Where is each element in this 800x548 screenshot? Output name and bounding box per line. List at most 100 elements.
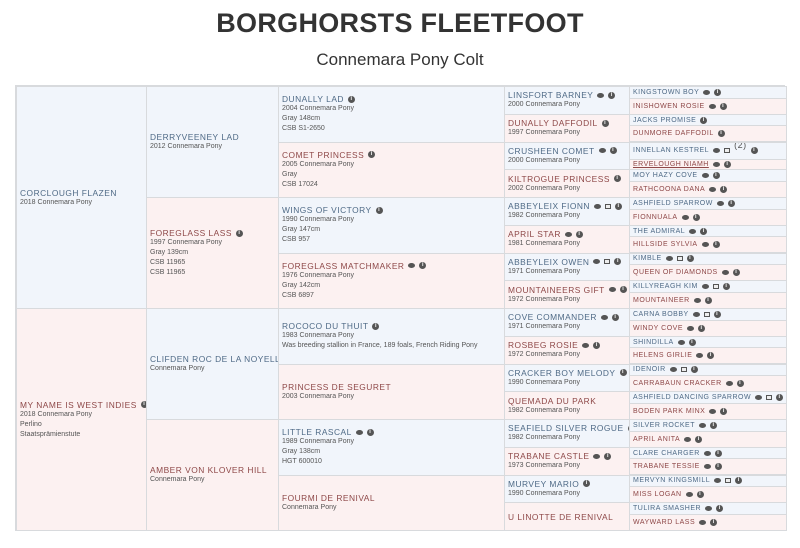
photo-icon[interactable] <box>703 311 710 317</box>
pedigree-cell[interactable]: CLIFDEN ROC DE LA NOYELLE Connemara Pony <box>146 308 279 420</box>
pedigree-cell[interactable]: WAYWARD LASS i <box>629 513 787 531</box>
photo-icon[interactable] <box>604 259 611 265</box>
comment-icon[interactable] <box>681 214 689 220</box>
photo-icon[interactable] <box>712 284 719 290</box>
pedigree-cell[interactable]: TRABANE CASTLE i 1973 Connemara Pony <box>504 446 630 476</box>
horse-name-link[interactable]: SEAFIELD SILVER ROGUE <box>508 423 624 434</box>
info-icon[interactable]: i <box>613 175 621 183</box>
info-icon[interactable]: i <box>722 283 730 291</box>
comment-icon[interactable] <box>699 519 707 525</box>
horse-name-link[interactable]: FOREGLASS MATCHMAKER <box>282 260 405 271</box>
pedigree-cell[interactable]: APRIL ANITA i <box>629 430 787 448</box>
info-icon[interactable]: i <box>688 338 696 346</box>
comment-icon[interactable] <box>709 408 717 414</box>
horse-name-link[interactable]: TRABANE CASTLE <box>508 451 590 462</box>
horse-name-link[interactable]: CARNA BOBBY <box>633 310 689 318</box>
horse-name-link[interactable]: ROCOCO DU THUIT <box>282 321 369 332</box>
pedigree-cell[interactable]: ROCOCO DU THUIT i 1983 Connemara Pony Was b… <box>278 308 505 365</box>
pedigree-cell[interactable]: WINDY COVE i <box>629 319 787 337</box>
info-icon[interactable]: i <box>700 116 708 124</box>
pedigree-cell[interactable]: MY NAME IS WEST INDIES i 2018 Connemara Po… <box>16 308 147 531</box>
horse-name-link[interactable]: DUNMORE DAFFODIL <box>633 130 714 138</box>
pedigree-cell[interactable]: CARRABAUN CRACKER i <box>629 375 787 393</box>
pedigree-cell[interactable]: FIONNUALA i <box>629 208 787 226</box>
horse-name-link[interactable]: DUNALLY DAFFODIL <box>508 118 598 129</box>
horse-name-link[interactable]: BODEN PARK MINX <box>633 407 706 415</box>
horse-name-link[interactable]: QUEMADA DU PARK <box>508 395 597 406</box>
horse-name-link[interactable]: MOUNTAINEER <box>633 296 690 304</box>
info-icon[interactable]: i <box>604 452 612 460</box>
info-icon[interactable]: i <box>140 401 146 408</box>
horse-name-link[interactable]: TRABANE TESSIE <box>633 463 700 471</box>
pedigree-cell[interactable]: DERRYVEENEY LAD 2012 Connemara Pony <box>146 86 279 198</box>
pedigree-cell[interactable]: QUEEN OF DIAMONDS i <box>629 264 787 282</box>
pedigree-cell[interactable]: LINSFORT BARNEY i 2000 Connemara Pony <box>504 86 630 115</box>
info-icon[interactable]: i <box>716 505 724 513</box>
horse-name-link[interactable]: MY NAME IS WEST INDIES <box>20 399 137 410</box>
info-icon[interactable]: i <box>710 518 718 526</box>
horse-name-link[interactable]: HELENS GIRLIE <box>633 352 693 360</box>
info-icon[interactable]: i <box>601 119 609 127</box>
pedigree-cell[interactable]: TRABANE TESSIE i <box>629 458 787 476</box>
horse-name-link[interactable]: CRACKER BOY MELODY <box>508 367 616 378</box>
comment-icon[interactable] <box>712 161 720 167</box>
info-icon[interactable]: i <box>696 491 704 499</box>
pedigree-cell[interactable]: INNELLAN KESTREL (2) i <box>629 141 787 160</box>
pedigree-cell[interactable]: INISHOWEN ROSIE i <box>629 97 787 115</box>
horse-name-link[interactable]: U LINOTTE DE RENIVAL <box>508 511 614 522</box>
pedigree-cell[interactable]: CRUSHEEN COMET i 2000 Connemara Pony <box>504 141 630 171</box>
info-icon[interactable]: i <box>704 296 712 304</box>
info-icon[interactable]: i <box>686 255 694 263</box>
horse-name-link[interactable]: KILTROGUE PRINCESS <box>508 173 610 184</box>
info-icon[interactable]: i <box>712 241 720 249</box>
info-icon[interactable]: i <box>614 258 622 266</box>
comment-icon[interactable] <box>708 103 716 109</box>
horse-name-link[interactable]: MOY HAZY COVE <box>633 172 698 180</box>
comment-icon[interactable] <box>701 284 709 290</box>
photo-icon[interactable] <box>766 395 773 401</box>
horse-name-link[interactable]: MURVEY MARIO <box>508 478 580 489</box>
photo-icon[interactable] <box>604 203 611 209</box>
info-icon[interactable]: i <box>692 213 700 221</box>
horse-name-link[interactable]: THE ADMIRAL <box>633 227 686 235</box>
horse-name-link[interactable]: ROSBEG ROSIE <box>508 340 579 351</box>
pedigree-cell[interactable]: MOUNTAINEERS GIFT i 1972 Connemara Pony <box>504 280 630 309</box>
horse-name-link[interactable]: APRIL ANITA <box>633 435 681 443</box>
info-icon[interactable]: i <box>235 229 243 237</box>
info-icon[interactable]: i <box>695 435 703 443</box>
horse-name-link[interactable]: AMBER VON KLOVER HILL <box>150 465 268 475</box>
pedigree-cell[interactable]: DUNMORE DAFFODIL i <box>629 125 787 143</box>
pedigree-cell[interactable]: WINGS OF VICTORY i 1990 Connemara Pony Gray… <box>278 197 505 254</box>
horse-name-link[interactable]: MISS LOGAN <box>633 491 682 499</box>
info-icon[interactable]: i <box>732 269 740 277</box>
info-icon[interactable]: i <box>736 380 744 388</box>
info-icon[interactable]: i <box>368 151 376 159</box>
horse-name-link[interactable]: FIONNUALA <box>633 213 678 221</box>
pedigree-cell[interactable]: KILTROGUE PRINCESS i 2002 Connemara Pony <box>504 169 630 198</box>
horse-name-link[interactable]: SILVER ROCKET <box>633 421 695 429</box>
comment-icon[interactable] <box>714 478 722 484</box>
photo-icon[interactable] <box>724 148 731 154</box>
comment-icon[interactable] <box>713 148 721 154</box>
comment-icon[interactable] <box>355 429 363 435</box>
info-icon[interactable]: i <box>611 313 619 321</box>
info-icon[interactable]: i <box>750 147 758 155</box>
info-icon[interactable]: i <box>723 160 731 168</box>
info-icon[interactable]: i <box>700 227 708 235</box>
horse-name-link[interactable]: LINSFORT BARNEY <box>508 90 594 101</box>
comment-icon[interactable] <box>408 263 416 269</box>
horse-name-link[interactable]: MOUNTAINEERS GIFT <box>508 284 605 295</box>
horse-name-link[interactable]: DERRYVEENEY LAD <box>150 132 240 142</box>
comment-icon[interactable] <box>687 325 694 331</box>
info-icon[interactable]: i <box>720 185 728 193</box>
info-icon[interactable]: i <box>714 463 722 471</box>
comment-icon[interactable] <box>608 287 616 293</box>
pedigree-cell[interactable]: FOREGLASS LASS i 1997 Connemara Pony Gray 1… <box>146 197 279 309</box>
info-icon[interactable]: i <box>719 102 727 110</box>
horse-name-link[interactable]: COVE COMMANDER <box>508 312 597 323</box>
info-icon[interactable]: i <box>690 366 698 374</box>
comment-icon[interactable] <box>593 453 601 459</box>
horse-name-link[interactable]: FOURMI DE RENIVAL <box>282 492 376 503</box>
comment-icon[interactable] <box>703 450 711 456</box>
info-icon[interactable]: i <box>710 421 717 429</box>
